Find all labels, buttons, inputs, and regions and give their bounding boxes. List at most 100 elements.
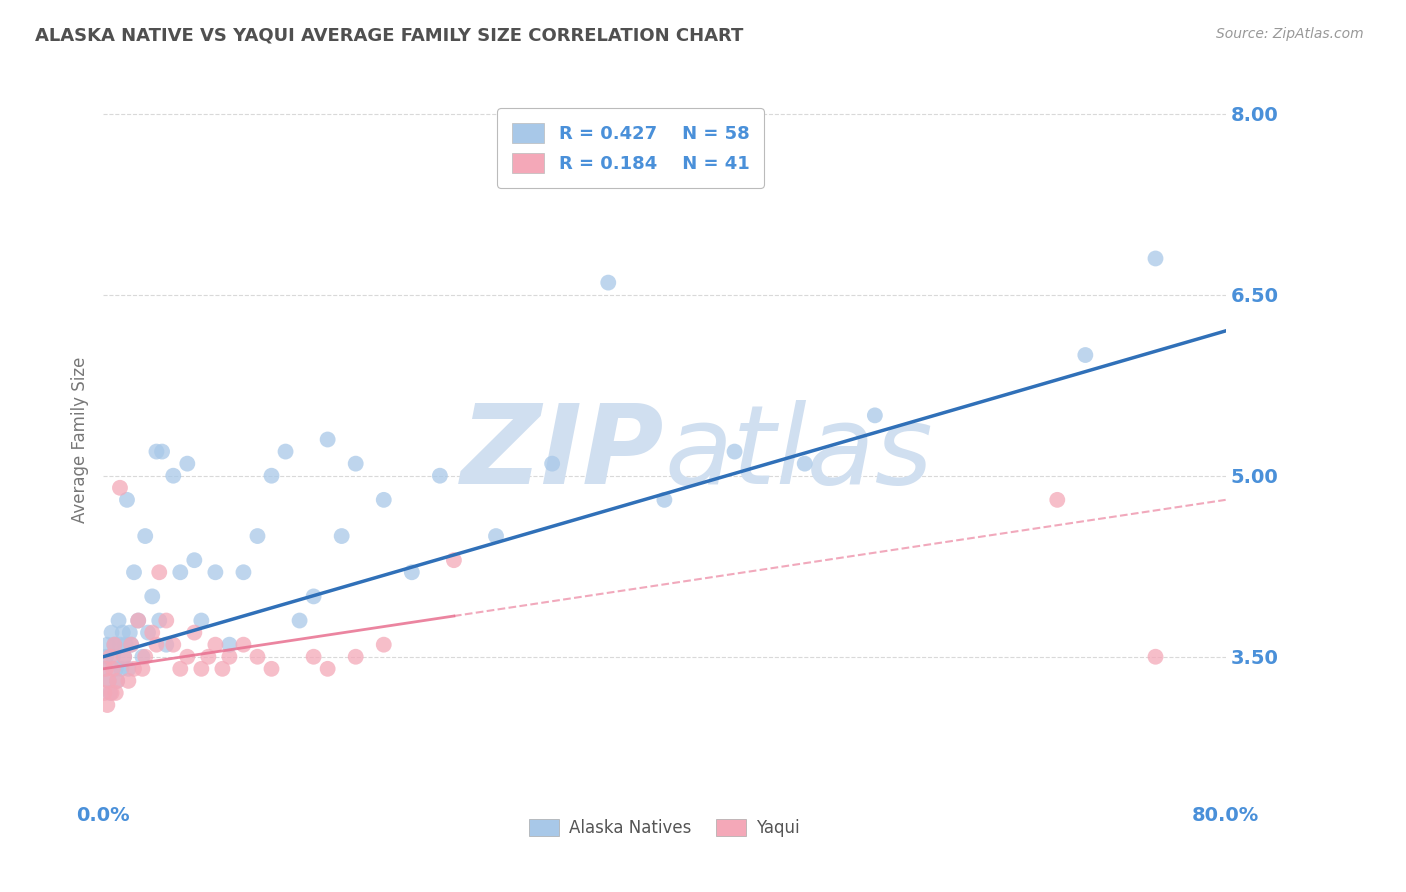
Point (100, 686, 122, 700)
Point (107, 614, 129, 628)
Point (260, 662, 283, 676)
Point (96, 638, 118, 652)
Point (117, 662, 139, 676)
Point (100, 625, 122, 640)
Point (1144, 252, 1167, 266)
Point (155, 638, 177, 652)
Text: ZIP: ZIP (461, 401, 665, 508)
Point (148, 614, 170, 628)
Point (1074, 348, 1097, 362)
Point (117, 673, 139, 688)
Text: ALASKA NATIVE VS YAQUI AVERAGE FAMILY SIZE CORRELATION CHART: ALASKA NATIVE VS YAQUI AVERAGE FAMILY SI… (35, 27, 744, 45)
Legend: Alaska Natives, Yaqui: Alaska Natives, Yaqui (522, 813, 807, 844)
Point (723, 444, 745, 458)
Point (863, 409, 886, 423)
Point (110, 662, 132, 676)
Point (344, 649, 367, 664)
Point (134, 529, 156, 543)
Point (288, 614, 311, 628)
Point (145, 444, 167, 458)
Point (190, 614, 212, 628)
Point (101, 649, 124, 664)
Point (148, 566, 170, 580)
Point (302, 590, 325, 604)
Point (654, 492, 676, 507)
Point (134, 649, 156, 664)
Y-axis label: Average Family Size: Average Family Size (72, 356, 89, 523)
Point (176, 649, 198, 664)
Point (793, 457, 815, 471)
Point (183, 625, 205, 640)
Point (103, 638, 125, 652)
Point (96, 698, 118, 712)
Point (541, 457, 564, 471)
Point (101, 662, 124, 676)
Point (115, 492, 138, 507)
Point (114, 638, 136, 652)
Point (211, 662, 233, 676)
Point (169, 662, 191, 676)
Point (127, 614, 149, 628)
Point (598, 276, 620, 290)
Point (373, 492, 395, 507)
Point (302, 649, 325, 664)
Point (122, 566, 145, 580)
Point (131, 649, 153, 664)
Point (260, 468, 283, 483)
Point (169, 566, 191, 580)
Point (1144, 649, 1167, 664)
Point (97, 673, 120, 688)
Point (103, 638, 125, 652)
Point (155, 614, 177, 628)
Point (316, 662, 339, 676)
Point (94, 662, 117, 676)
Point (112, 649, 135, 664)
Point (120, 638, 142, 652)
Point (93, 686, 115, 700)
Point (344, 457, 367, 471)
Point (111, 625, 134, 640)
Point (246, 649, 269, 664)
Point (204, 638, 226, 652)
Point (204, 566, 226, 580)
Point (218, 649, 240, 664)
Point (105, 673, 128, 688)
Point (112, 649, 135, 664)
Point (105, 673, 128, 688)
Point (118, 625, 141, 640)
Text: atlas: atlas (665, 401, 934, 508)
Point (274, 444, 297, 458)
Point (131, 662, 153, 676)
Point (232, 566, 254, 580)
Point (485, 529, 508, 543)
Point (127, 614, 149, 628)
Point (145, 638, 167, 652)
Point (108, 638, 131, 652)
Point (218, 638, 240, 652)
Point (330, 529, 353, 543)
Point (246, 529, 269, 543)
Point (94, 649, 117, 664)
Point (162, 468, 184, 483)
Point (443, 553, 465, 567)
Point (122, 662, 145, 676)
Point (104, 662, 127, 676)
Point (1046, 492, 1069, 507)
Point (120, 638, 142, 652)
Point (429, 468, 451, 483)
Point (98, 649, 121, 664)
Point (232, 638, 254, 652)
Point (104, 686, 127, 700)
Point (98, 686, 121, 700)
Point (162, 638, 184, 652)
Point (176, 457, 198, 471)
Point (197, 649, 219, 664)
Point (183, 553, 205, 567)
Point (190, 662, 212, 676)
Point (316, 433, 339, 447)
Point (373, 638, 395, 652)
Point (141, 625, 163, 640)
Point (150, 444, 173, 458)
Point (93, 662, 115, 676)
Point (108, 481, 131, 495)
